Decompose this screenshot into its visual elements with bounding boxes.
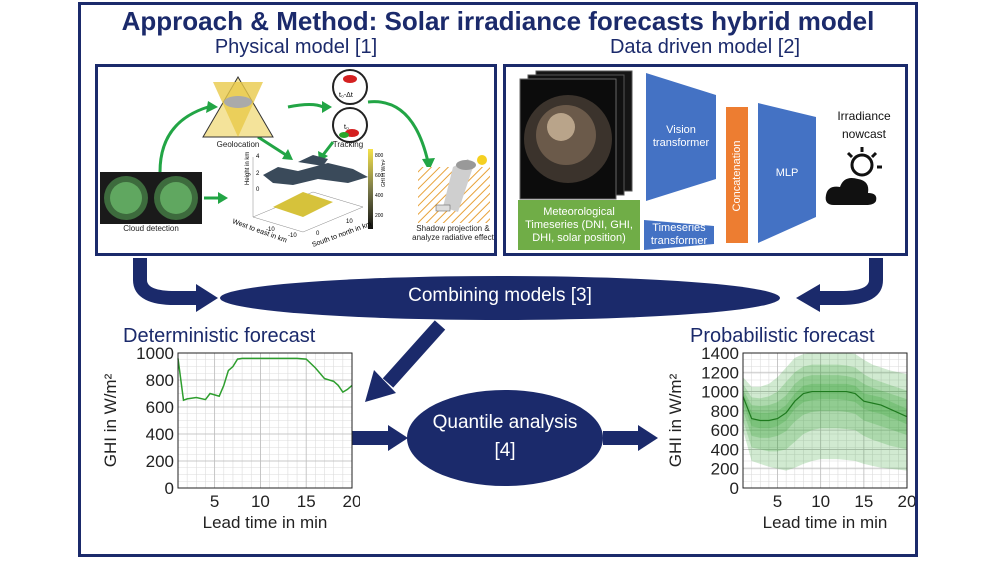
sn-tick-10: 10 — [346, 219, 353, 225]
datadriven-panel: Vision transformer Meteorological Timese… — [503, 64, 908, 256]
cloud-detection-caption: Cloud detection — [123, 224, 179, 233]
prob-quantile-band-0 — [743, 353, 907, 471]
det-xlabel: Lead time in min — [203, 513, 328, 532]
physical-heading: Physical model [1] — [214, 36, 378, 58]
det-series-line — [177, 357, 353, 402]
prob-ytick-label: 0 — [730, 479, 739, 498]
prob-quantile-band-1 — [743, 364, 907, 452]
quantile-ref-label: [4] — [494, 440, 516, 461]
vision-transformer-box — [646, 73, 716, 201]
det-ytick-label: 1000 — [136, 345, 174, 363]
geolocation-caption: Geolocation — [216, 140, 260, 149]
tracking-t2-label: t₀ — [344, 124, 349, 131]
mlp-box — [758, 103, 816, 243]
prob-ytick-label: 800 — [711, 402, 739, 421]
concatenation-box — [726, 107, 748, 243]
arrow-combine-deterministic — [382, 320, 446, 388]
physical-model-graphic: t₀-Δt t₀ Height in k — [100, 69, 490, 249]
prob-xtick-label: 10 — [811, 492, 830, 511]
tracking-t1-label: t₀-Δt — [339, 92, 353, 99]
det-ylabel: GHI in W/m² — [101, 373, 120, 467]
prob-xtick-label: 15 — [854, 492, 873, 511]
arrow-datadriven-combine — [815, 258, 883, 305]
height-axis-label: Height in km — [245, 152, 251, 185]
timeseries-transformer-box — [644, 220, 714, 250]
sn-tick-m10: -10 — [288, 233, 297, 239]
mlp-label: MLP — [775, 166, 799, 179]
shadow-projection-graphic — [418, 155, 490, 223]
prob-ylabel: GHI in W/m² — [666, 373, 685, 467]
prob-quantile-band-2 — [743, 375, 907, 438]
prob-ytick-label: 200 — [711, 460, 739, 479]
height-tick-0: 0 — [256, 187, 260, 193]
ghi-colorbar-label: GHI in W/m² — [381, 159, 387, 187]
det-axes-frame — [177, 352, 353, 489]
arrow-detect-geo — [158, 105, 209, 173]
meteo-timeseries-box: Meteorological Timeseries (DNI, GHI, DHI… — [518, 200, 640, 250]
arrow-track-shadow — [367, 100, 430, 163]
sun-cloud-icon — [825, 147, 882, 205]
physical-model-panel: t₀-Δt t₀ Height in k — [95, 64, 497, 256]
vision-transformer-label: Vision transformer — [652, 124, 710, 149]
shadow-caption-2: analyze radiative effect — [412, 233, 494, 242]
colorbar-tick-600: 600 — [375, 173, 384, 179]
sky-image-stack — [519, 70, 633, 200]
prob-quantile-band-3 — [743, 383, 907, 429]
colorbar-tick-400: 400 — [375, 193, 384, 199]
prob-xtick-label: 5 — [773, 492, 782, 511]
geolocation-graphic — [202, 76, 274, 138]
quantile-analysis-ellipse — [407, 390, 603, 486]
cloud-detection-images — [100, 172, 202, 224]
det-ytick-label: 800 — [146, 371, 174, 390]
det-ytick-label: 200 — [146, 452, 174, 471]
det-xtick-label: 10 — [251, 492, 270, 511]
timeseries-transformer-label: Timeseries transformer — [650, 222, 708, 247]
colorbar-tick-200: 200 — [375, 213, 384, 219]
height-tick-4: 4 — [256, 154, 260, 160]
det-ytick-label: 0 — [165, 479, 174, 498]
shadow-caption: Shadow projection & — [416, 224, 490, 233]
we-tick-m10: -10 — [266, 227, 275, 233]
prob-ytick-label: 1200 — [701, 363, 739, 382]
irradiance-nowcast-label: Irradiance nowcast — [837, 109, 891, 141]
sn-tick-0: 0 — [316, 231, 320, 237]
prob-xtick-label: 20 — [898, 492, 915, 511]
tracking-graphic — [332, 69, 368, 143]
prob-ytick-label: 1400 — [701, 345, 739, 363]
prob-ytick-label: 1000 — [701, 383, 739, 402]
colorbar-tick-800: 800 — [375, 153, 384, 159]
prob-ytick-label: 600 — [711, 421, 739, 440]
prob-axes-frame — [742, 352, 908, 489]
combining-models-label: Combining models [3] — [408, 285, 592, 306]
det-xtick-label: 20 — [343, 492, 360, 511]
arrow-physical-combine — [133, 258, 200, 305]
datadriven-heading: Data driven model [2] — [609, 36, 801, 58]
prob-median-line — [742, 390, 908, 422]
det-xtick-label: 5 — [210, 492, 219, 511]
arrow-geo-track — [287, 103, 324, 109]
tracking-caption: Tracking — [332, 140, 364, 149]
prob-ytick-label: 400 — [711, 440, 739, 459]
prob-xlabel: Lead time in min — [763, 513, 888, 532]
page-title: Approach & Method: Solar irradiance fore… — [121, 6, 875, 36]
probabilistic-title: Probabilistic forecast — [690, 325, 875, 347]
deterministic-title: Deterministic forecast — [123, 325, 316, 347]
quantile-analysis-label: Quantile analysis — [432, 412, 578, 433]
datadriven-graphic — [519, 70, 882, 250]
det-ytick-label: 400 — [146, 425, 174, 444]
cloud-3d-plot — [252, 149, 373, 233]
det-xtick-label: 15 — [297, 492, 316, 511]
det-ytick-label: 600 — [146, 398, 174, 417]
combining-models-ellipse — [220, 276, 780, 320]
height-tick-2: 2 — [256, 171, 260, 177]
deterministic-chart: 0 200 400 600 800 1000 5 10 15 20 Lead time in min… — [101, 345, 360, 532]
